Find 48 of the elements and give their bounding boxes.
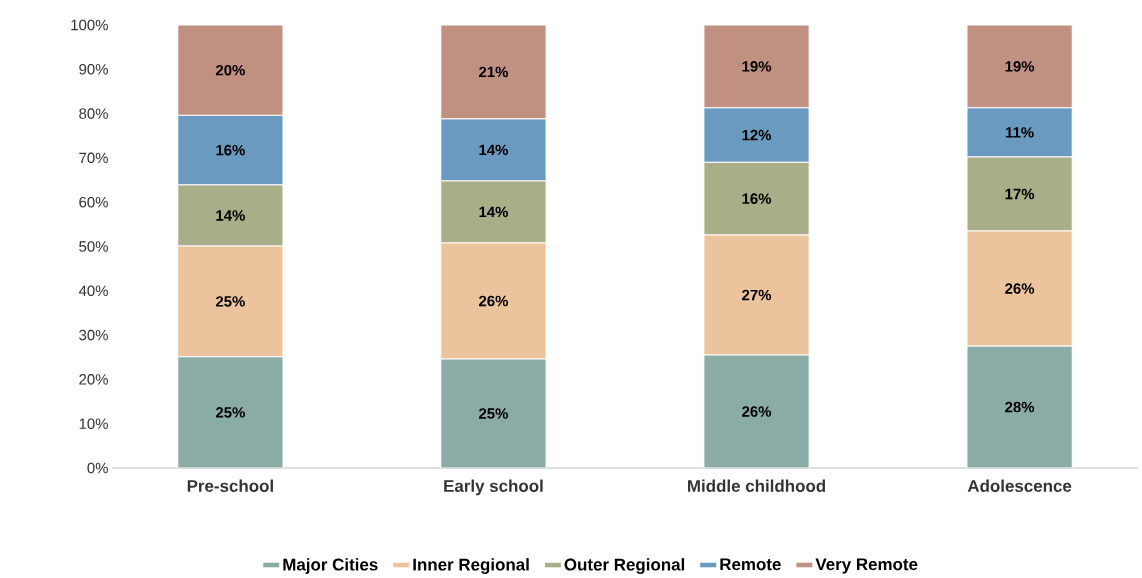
- data-label: 19%: [742, 61, 772, 72]
- bar: [177, 356, 284, 468]
- data-label: 26%: [1005, 283, 1035, 294]
- legend-label: Very Remote: [815, 558, 918, 574]
- data-label: 25%: [215, 407, 245, 418]
- data-label: 16%: [216, 144, 245, 156]
- data-label: 26%: [742, 406, 772, 417]
- y-tick-label: 10%: [79, 418, 108, 429]
- bar: [966, 25, 1073, 109]
- y-tick-label: 40%: [78, 285, 108, 297]
- data-label: 21%: [479, 66, 509, 78]
- data-label: 19%: [1005, 61, 1035, 72]
- x-tick-label: Adolescence: [967, 479, 1072, 492]
- bar: [177, 25, 284, 116]
- y-tick-label: 50%: [79, 241, 108, 252]
- bar: [703, 354, 810, 468]
- y-tick-label: 20%: [79, 374, 108, 385]
- data-label: 27%: [742, 289, 772, 301]
- legend-label: Major Cities: [283, 558, 378, 574]
- data-label: 17%: [1005, 188, 1035, 200]
- data-label: 14%: [216, 210, 245, 221]
- y-tick-label: 30%: [79, 329, 108, 341]
- data-label: 25%: [479, 408, 509, 419]
- data-label: 14%: [479, 144, 509, 156]
- bar: [440, 358, 547, 468]
- data-label: 25%: [215, 296, 245, 307]
- legend-label: Inner Regional: [413, 558, 529, 574]
- data-label: 16%: [742, 193, 772, 204]
- legend-label: Outer Regional: [564, 558, 685, 574]
- y-tick-label: 90%: [79, 64, 108, 75]
- y-tick-label: 80%: [79, 108, 108, 119]
- x-tick-label: Middle childhood: [688, 479, 826, 492]
- data-label: 28%: [1005, 401, 1035, 413]
- data-label: 12%: [742, 129, 772, 141]
- x-tick-label: Early school: [444, 479, 543, 496]
- data-label: 20%: [215, 64, 245, 76]
- legend-label: Remote: [720, 558, 781, 571]
- y-tick-label: 100%: [71, 19, 108, 31]
- data-label: 11%: [1005, 127, 1034, 138]
- data-label: 26%: [479, 295, 509, 307]
- bar: [966, 345, 1073, 468]
- data-label: 14%: [479, 206, 509, 218]
- y-tick-label: 60%: [79, 196, 108, 208]
- bar: [703, 25, 810, 109]
- y-tick-label: 70%: [79, 152, 108, 164]
- y-tick-label: 0%: [87, 462, 108, 474]
- bar: [440, 25, 547, 120]
- x-tick-label: Pre-school: [187, 479, 273, 492]
